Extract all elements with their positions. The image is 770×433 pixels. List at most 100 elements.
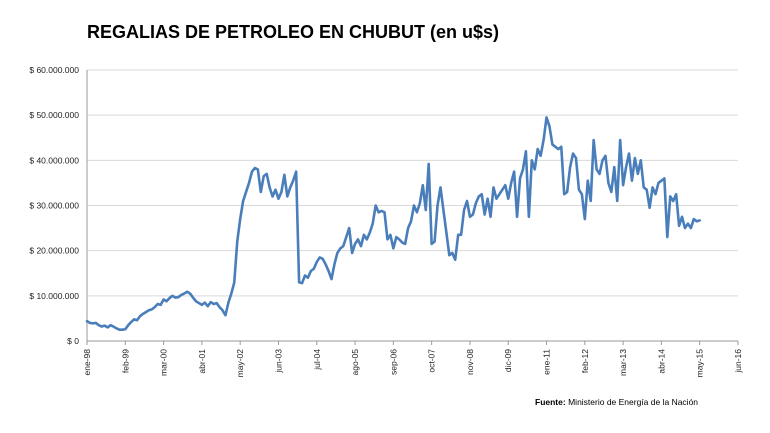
data-point [472,213,474,216]
data-point [581,193,583,195]
data-point [690,227,692,229]
x-tick-label: jul-04 [312,349,322,371]
data-point [92,322,94,324]
data-point [578,189,580,191]
data-point [451,252,453,254]
data-point [333,263,336,265]
data-point [445,232,447,234]
data-point [198,302,200,304]
data-point [531,159,533,161]
source-label: Fuente [535,397,563,407]
data-point [207,305,209,307]
x-tick-label: mar-13 [618,349,628,376]
data-point [575,157,577,159]
data-point [646,189,648,191]
data-point [89,322,91,324]
x-tick-label: ene-11 [542,349,552,375]
data-point [398,238,400,240]
data-point [442,209,445,211]
data-point [619,139,621,141]
data-point [336,252,338,254]
data-point [236,241,238,243]
y-axis-tick-labels: $ 0 $ 10.000.000 $ 20.000.000 $ 30.000.000 $… [29,65,79,346]
data-point [263,175,265,177]
data-point [516,216,518,218]
data-point [481,193,483,195]
data-point [171,295,174,297]
data-point [666,236,668,238]
x-tick-label: may-02 [235,349,245,378]
data-point [380,210,383,212]
data-point [587,180,589,182]
data-point [216,302,218,304]
data-point [696,220,698,222]
axes [86,70,739,345]
data-point [407,227,409,229]
data-point [525,150,527,152]
data-point [124,328,126,330]
y-tick-label: $ 20.000.000 [29,246,79,256]
x-tick-label: may-15 [695,349,705,378]
data-point [433,241,436,243]
data-point [484,213,486,216]
x-tick-label: sep-06 [388,349,398,375]
data-point [372,222,374,225]
data-point [572,152,574,155]
data-point [107,326,109,329]
data-point [230,292,232,295]
y-tick-label: $ 60.000.000 [29,65,79,75]
data-point [260,191,262,193]
data-point [195,300,197,302]
data-point [266,173,268,175]
data-point [136,319,138,321]
data-point [545,116,548,119]
data-point [224,314,227,316]
data-point [566,191,568,193]
data-point [310,270,312,272]
data-point [504,184,506,186]
data-point [183,292,185,295]
data-point [145,311,147,313]
data-point [413,204,415,207]
y-tick-label: $ 0 [67,336,79,346]
data-point [95,322,97,324]
data-point [248,182,250,184]
data-point [640,159,642,161]
x-axis-tick-labels: ene-98 feb-99 mar-00 abr-01 may-02 jun-03 jul-… [82,349,743,378]
x-tick-label: dic-09 [503,349,513,372]
data-point [375,204,377,207]
data-point [551,143,554,146]
data-point [327,270,330,272]
data-point [154,306,156,308]
data-point [322,258,324,260]
data-point [431,243,433,245]
data-point [139,315,141,317]
data-point [313,268,315,270]
data-point [127,324,129,326]
data-point [292,180,294,182]
data-point [121,329,123,331]
x-tick-label: feb-99 [120,349,130,373]
data-point [298,281,300,283]
data-point [622,184,624,186]
data-point [239,218,241,220]
data-point [330,278,333,280]
data-point [348,227,350,229]
data-point [392,247,394,250]
data-point [534,168,536,170]
data-point [528,216,530,218]
data-point [118,329,120,331]
data-point [192,297,194,299]
data-point [307,277,309,279]
data-point [478,195,480,198]
x-tick-label: abr-14 [656,349,666,374]
data-point [227,302,229,304]
data-point [560,146,562,148]
data-point [498,193,500,195]
data-point [316,261,318,263]
data-point [649,207,651,209]
data-point [584,218,586,220]
data-point [610,191,612,193]
data-point [613,166,615,168]
data-point [654,193,657,195]
